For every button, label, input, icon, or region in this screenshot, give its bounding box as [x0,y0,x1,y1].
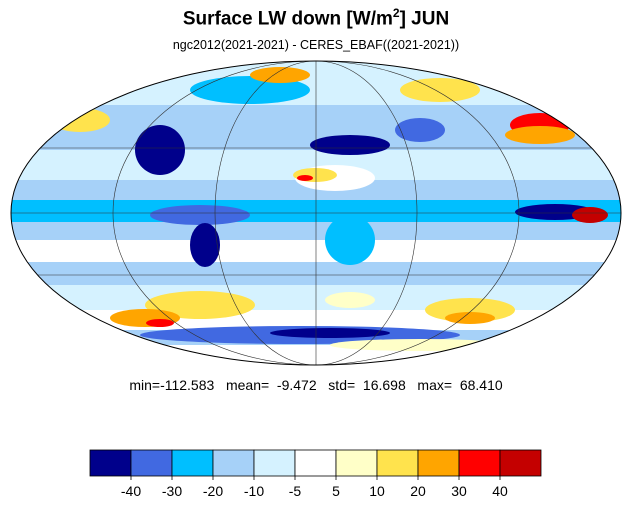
colorbar-box-10 [499,449,542,477]
title-suffix: ] JUN [399,8,450,30]
colorbar-label-5: 5 [332,483,340,499]
colorbar-label-2: -20 [203,483,223,499]
graticule [11,61,621,365]
title-superscript: 2 [392,6,400,20]
colorbar-box-8 [417,449,460,477]
colorbar-label-1: -30 [162,483,182,499]
colorbar-box-5 [294,449,337,477]
colorbar-box-4 [253,449,296,477]
title-main: Surface LW down [W/m [182,8,393,30]
colorbar-box-9 [458,449,501,477]
colorbar-box-1 [130,449,173,477]
colorbar-label-7: 20 [410,483,426,499]
colorbar-label-9: 40 [492,483,508,499]
colorbar-label-0: -40 [121,483,141,499]
colorbar-box-0 [89,449,132,477]
globe-outline [10,60,622,366]
colorbar-box-6 [335,449,378,477]
colorbar-box-3 [212,449,255,477]
statistics-line: min=-112.583 mean= -9.472 std= 16.698 ma… [129,377,503,393]
colorbar-label-6: 10 [369,483,385,499]
colorbar-label-3: -10 [244,483,264,499]
map-subtitle: ngc2012(2021-2021) - CERES_EBAF((2021-20… [172,38,460,52]
difference-map [10,60,622,366]
colorbar-label-4: -5 [289,483,302,499]
colorbar-box-7 [376,449,419,477]
colorbar-label-8: 30 [451,483,467,499]
map-title: Surface LW down [W/m2] JUN [0,6,632,30]
colorbar-box-2 [171,449,214,477]
